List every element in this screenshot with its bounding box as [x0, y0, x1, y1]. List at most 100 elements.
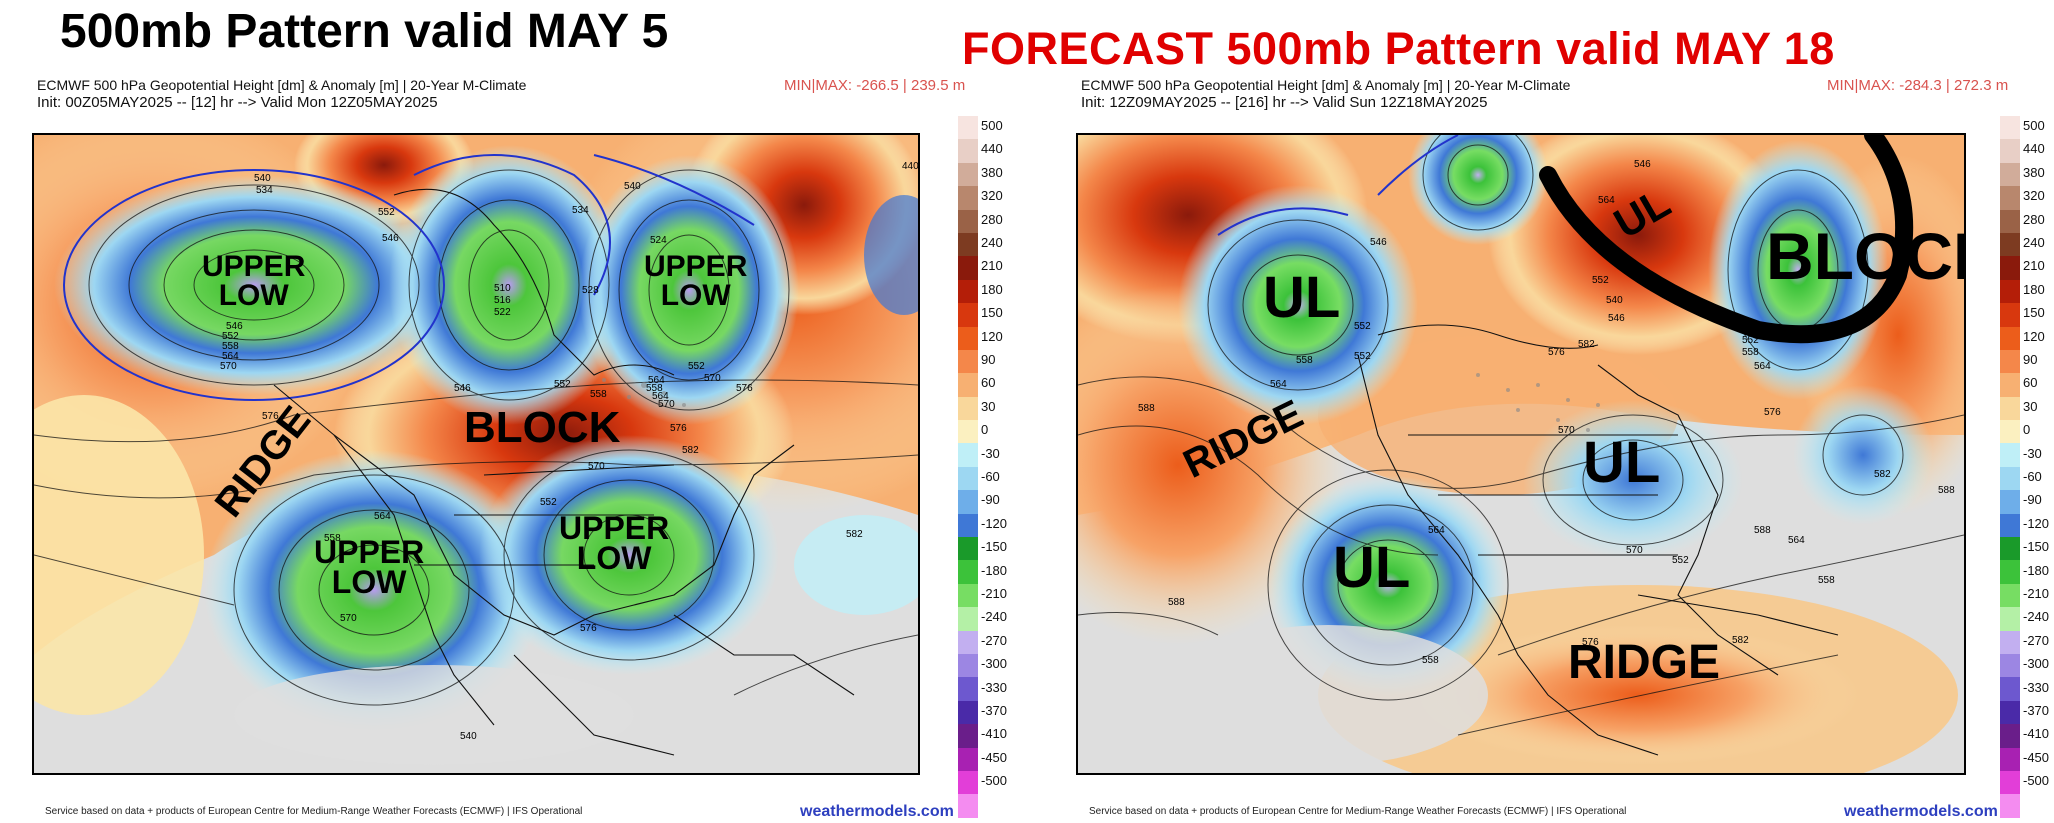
left-colorbar-segment: [958, 373, 978, 397]
right-contour-label: 540: [1606, 295, 1623, 306]
right-colorbar-segment: [2000, 794, 2020, 818]
left-annot-upper-low-4: UPPER LOW: [559, 510, 670, 577]
right-product-line: ECMWF 500 hPa Geopotential Height [dm] &…: [1081, 77, 1571, 93]
left-annot-upper-low-2: UPPER LOW: [644, 250, 748, 312]
right-map-graphic: [1078, 135, 1964, 773]
left-colorbar-segment: [958, 139, 978, 163]
left-colorbar-segment: [958, 209, 978, 233]
right-colorbar-label: 180: [2023, 281, 2045, 297]
right-contour-label: 552: [1742, 335, 1759, 346]
right-colorbar-label: 240: [2023, 235, 2045, 250]
left-colorbar-label: -240: [981, 609, 1008, 625]
left-colorbar-segment: [958, 560, 978, 584]
left-colorbar-segment: [958, 630, 978, 654]
right-colorbar-segment: [2000, 537, 2020, 561]
left-contour-label: 552: [688, 361, 705, 372]
right-colorbar-label: 210: [2023, 258, 2045, 274]
right-colorbar-label: -120: [2023, 515, 2050, 531]
left-colorbar-label: -500: [981, 773, 1008, 789]
left-colorbar-segment: [958, 466, 978, 491]
right-contour-label: 558: [1818, 575, 1835, 586]
left-colorbar-segment: [958, 490, 978, 514]
left-contour-label: 582: [682, 445, 699, 456]
right-colorbar-label: 150: [2023, 305, 2045, 321]
left-colorbar-segment: [958, 537, 978, 561]
right-colorbar-label: 60: [2023, 375, 2038, 391]
left-contour-label: 558: [646, 383, 663, 394]
right-contour-label: 546: [1370, 237, 1387, 248]
left-contour-label: 522: [494, 307, 511, 318]
left-map: 540 534 552 546 540 534 528 522 516 510 524 546 552 5…: [32, 133, 920, 775]
left-colorbar-label: 210: [981, 258, 1003, 274]
right-colorbar-label: 380: [2023, 164, 2045, 180]
right-colorbar-label: -30: [2023, 445, 2042, 461]
left-contour-label: 570: [340, 613, 357, 624]
right-contour-label: 576: [1582, 637, 1599, 648]
right-contour-label: 552: [1592, 275, 1609, 286]
right-contour-label: 576: [1764, 407, 1781, 418]
left-contour-label: 576: [262, 411, 279, 422]
left-colorbar-segment: [958, 396, 978, 421]
right-annot-ul-central: UL: [1583, 430, 1661, 495]
right-colorbar-segment: [2000, 724, 2020, 748]
right-colorbar-segment: [2000, 443, 2020, 467]
left-colorbar-label: -300: [981, 656, 1008, 672]
left-contour-label: 546: [226, 321, 243, 332]
left-colorbar-label: -90: [981, 492, 1000, 508]
right-annot-ul-north: BLOCK: [1766, 219, 1964, 293]
right-title: FORECAST 500mb Pattern valid MAY 18: [962, 23, 1835, 74]
left-contour-label: 534: [256, 185, 273, 196]
left-contour-label: 576: [736, 383, 753, 394]
left-contour-label: 570: [220, 361, 237, 372]
right-annot-ul-southwest: UL: [1333, 535, 1411, 600]
left-contour-label: 564: [652, 391, 669, 402]
left-colorbar-label: 30: [981, 398, 996, 414]
right-contour-label: 564: [1270, 379, 1287, 390]
right-colorbar-segment: [2000, 326, 2020, 350]
right-colorbar-segment: [2000, 607, 2020, 631]
right-colorbar-segment: [2000, 396, 2020, 421]
right-colorbar-label: -210: [2023, 586, 2050, 601]
left-colorbar-label: 500: [981, 118, 1003, 133]
right-colorbar-segment: [2000, 139, 2020, 163]
left-colorbar-label: 240: [981, 235, 1003, 250]
left-weathermodels-link[interactable]: weathermodels.com: [800, 803, 954, 820]
right-colorbar-label: -150: [2023, 539, 2050, 555]
left-contour-label: 552: [554, 379, 571, 390]
left-colorbar-segment: [958, 443, 978, 467]
right-contour-label: 564: [1788, 535, 1805, 546]
left-colorbar-segment: [958, 116, 978, 140]
left-contour-label: 540: [460, 731, 477, 742]
left-colorbar-label: -370: [981, 703, 1008, 718]
left-colorbar-segment: [958, 677, 978, 701]
left-contour-label: 510: [494, 283, 511, 294]
left-contour-label: 576: [580, 623, 597, 634]
right-colorbar-segment: [2000, 490, 2020, 514]
left-contour-label: 528: [582, 285, 599, 296]
left-contour-label: 440: [902, 161, 919, 172]
right-weathermodels-link[interactable]: weathermodels.com: [1844, 803, 1998, 820]
left-colorbar-label: -60: [981, 469, 1000, 484]
left-colorbar-label: 320: [981, 188, 1003, 204]
left-contour-label: 558: [590, 389, 607, 400]
right-contour-label: 546: [1608, 313, 1625, 324]
right-colorbar-segment: [2000, 209, 2020, 233]
right-annot-ul-west: UL: [1263, 265, 1341, 330]
right-colorbar-segment: [2000, 186, 2020, 210]
right-colorbar-label: 30: [2023, 398, 2038, 414]
left-footer: Service based on data + products of Euro…: [45, 806, 583, 817]
left-contour-label: 540: [624, 181, 641, 192]
right-colorbar-segment: [2000, 279, 2020, 304]
right-colorbar-segment: [2000, 583, 2020, 608]
right-contour-label: 588: [1754, 525, 1771, 536]
right-contour-label: 570: [1558, 425, 1575, 436]
left-colorbar-segment: [958, 770, 978, 795]
left-product-line: ECMWF 500 hPa Geopotential Height [dm] &…: [37, 77, 527, 93]
right-contour-label: 546: [1634, 159, 1651, 170]
left-contour-label: 546: [454, 383, 471, 394]
left-colorbar-segment: [958, 583, 978, 608]
left-contour-label: 516: [494, 295, 511, 306]
right-contour-label: 564: [1598, 195, 1615, 206]
right-contour-label: 558: [1598, 245, 1615, 256]
right-colorbar-segment: [2000, 116, 2020, 140]
